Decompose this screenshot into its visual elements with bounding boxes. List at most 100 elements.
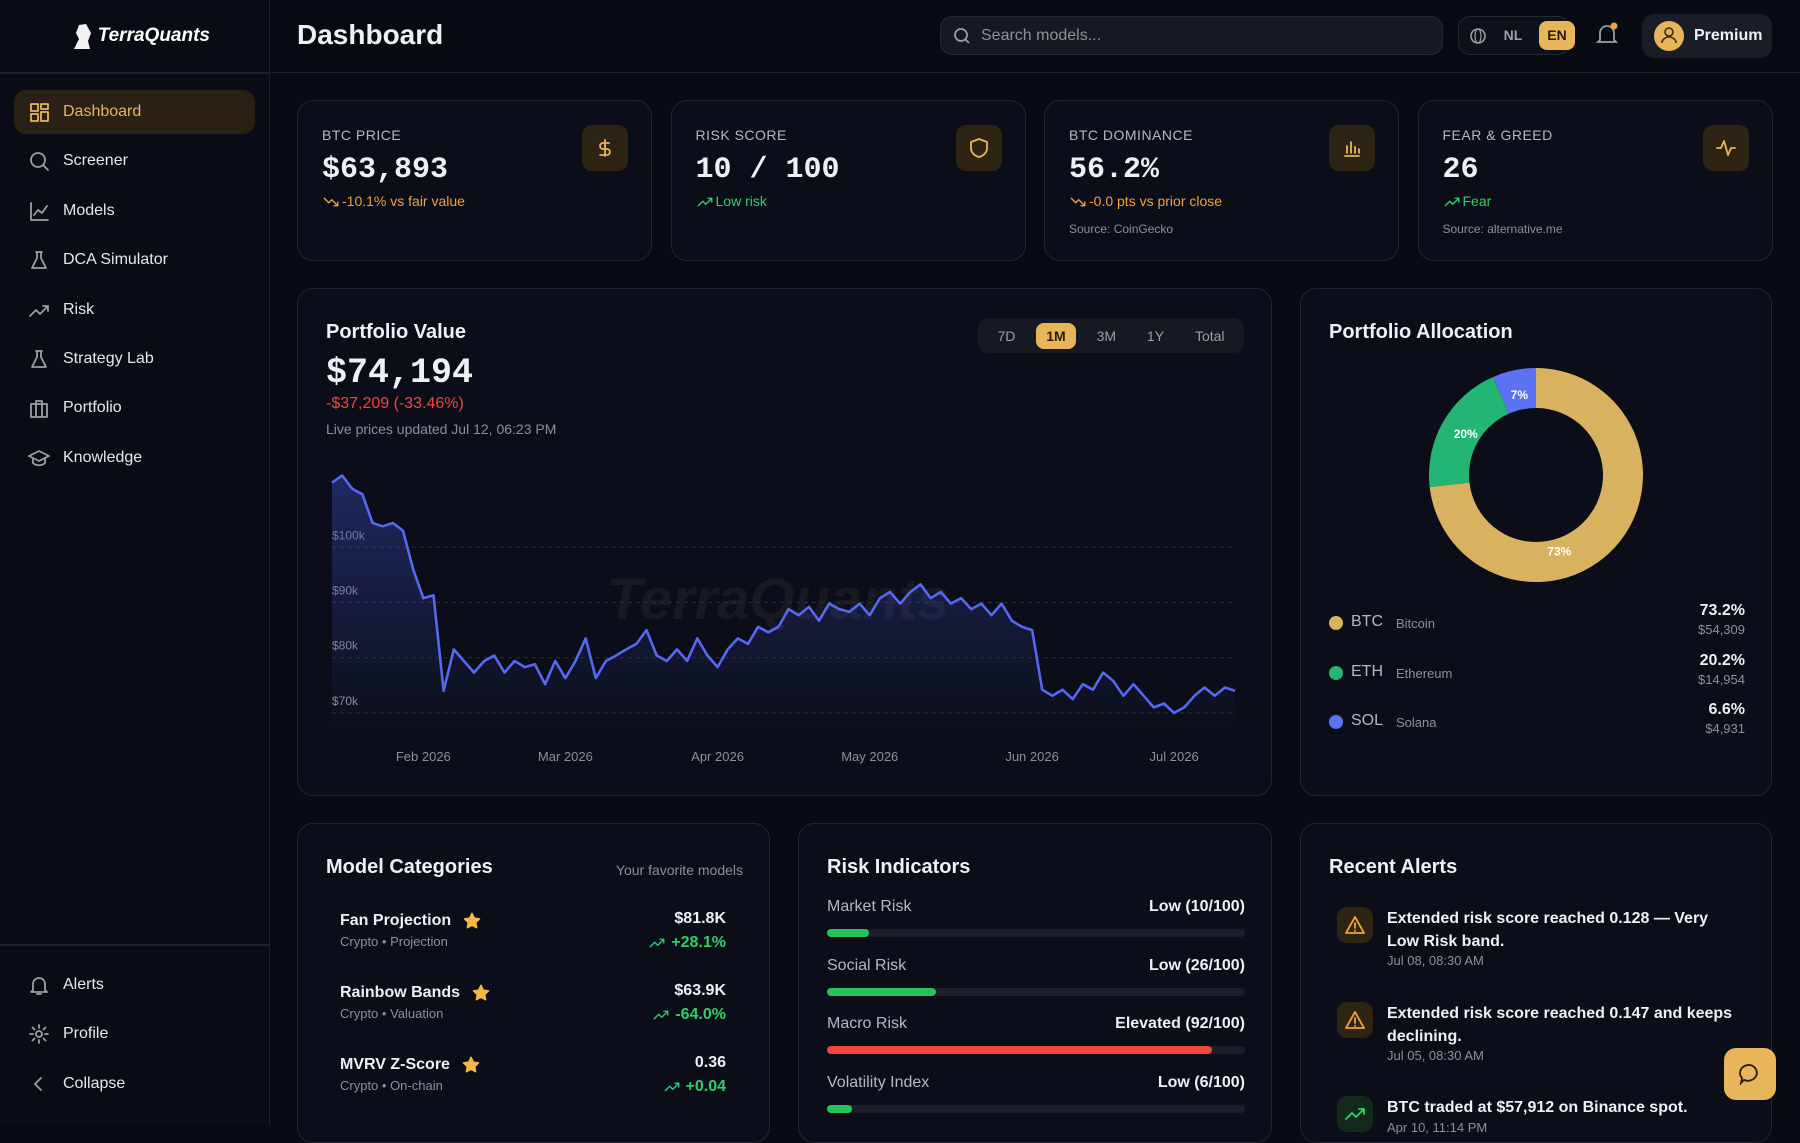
icon — [1344, 141, 1360, 157]
nav-icon — [30, 977, 48, 995]
icon-shape — [29, 304, 49, 317]
icon-shape — [30, 103, 49, 122]
legend-dot — [1329, 665, 1343, 680]
search-box[interactable]: Search models... — [940, 16, 1443, 55]
search-icon — [954, 28, 970, 44]
nav-icon — [30, 152, 49, 172]
range-button[interactable]: Total — [1194, 327, 1225, 344]
favorite-star — [472, 984, 490, 1001]
model-item[interactable]: Fan Projection Crypto • Projection $81.8K +… — [312, 898, 752, 958]
range-button[interactable]: 1Y — [1146, 327, 1165, 344]
allocation-donut: 73% 20% 7% — [1429, 368, 1643, 582]
nav-label: Screener — [63, 152, 128, 170]
nav-icon — [30, 400, 48, 419]
model-sub: Crypto • On-chain — [340, 1078, 443, 1093]
nav-label: Dashboard — [63, 103, 142, 120]
chat-icon — [1739, 1064, 1758, 1085]
risk-status: Low (6/100) — [1157, 1073, 1245, 1091]
legend-percent: 6.6% — [1708, 701, 1745, 718]
alert-time: Jul 05, 08:30 AM — [1387, 1047, 1484, 1063]
model-item[interactable]: MVRV Z-Score Crypto • On-chain 0.36 +0.04 — [312, 1042, 752, 1102]
model-value: $81.8K — [674, 910, 726, 927]
icon-shape — [664, 1082, 679, 1092]
nav-item[interactable]: Screener — [14, 139, 255, 183]
account-button[interactable]: Premium — [1642, 14, 1772, 58]
area — [332, 475, 1235, 735]
range-button[interactable]: 3M — [1096, 327, 1117, 344]
logo-icon — [74, 24, 91, 49]
risk-track — [827, 1104, 1245, 1113]
nav-item[interactable]: Models — [14, 189, 255, 233]
donut-slice — [1492, 368, 1536, 414]
legend-amount: $54,309 — [1698, 622, 1745, 637]
chat-button[interactable] — [1724, 1048, 1776, 1100]
alert-icon — [1337, 1096, 1373, 1132]
legend-name: Solana — [1396, 715, 1437, 730]
icon — [1345, 1108, 1365, 1120]
nav-item[interactable]: Risk — [14, 288, 255, 332]
icon-shape — [1444, 197, 1459, 207]
legend-name: Ethereum — [1396, 665, 1453, 681]
icon-shape — [462, 1056, 480, 1073]
range-button[interactable]: 7D — [997, 327, 1016, 344]
icon-shape — [1345, 1108, 1365, 1120]
risk-bar — [827, 1104, 853, 1113]
stat-value: $63,893 — [322, 153, 449, 187]
nav-item[interactable]: Collapse — [14, 1062, 255, 1106]
legend-symbol: SOL — [1351, 712, 1384, 729]
alert-icon — [1337, 907, 1373, 943]
nav-item[interactable]: DCA Simulator — [14, 238, 255, 282]
icon-shape — [28, 449, 50, 466]
stat-label: FEAR & GREED — [1442, 127, 1553, 143]
model-item[interactable]: Rainbow Bands Crypto • Valuation $63.9K -64… — [312, 970, 752, 1030]
search-placeholder: Search models... — [981, 27, 1102, 44]
stat-value: 26 — [1442, 153, 1479, 187]
updated-note: Live prices updated Jul 12, 06:23 PM — [326, 421, 557, 437]
stat-card: FEAR & GREED 26 Fear Source: alternative.me — [1417, 100, 1773, 261]
header-divider — [0, 72, 269, 74]
alert-time: Apr 10, 11:14 PM — [1387, 1120, 1488, 1135]
stat-value: 56.2% — [1069, 153, 1160, 187]
model-name: Rainbow Bands — [340, 984, 461, 1001]
nav-icon — [30, 103, 49, 122]
model-change-row: -64.0% — [650, 1005, 726, 1025]
icon-shape — [31, 251, 47, 270]
nav-item[interactable]: Dashboard — [14, 90, 255, 134]
nav-icon — [34, 1076, 42, 1091]
x-tick-label: May 2026 — [841, 749, 898, 764]
stat-value: 10 / 100 — [695, 153, 840, 187]
language-option[interactable]: EN — [1539, 21, 1575, 50]
risk-label: Macro Risk — [827, 1015, 908, 1032]
logo[interactable]: TerraQuants — [70, 20, 210, 52]
stat-icon — [582, 125, 628, 171]
nav-item[interactable]: Alerts — [14, 963, 255, 1007]
card-title: Recent Alerts — [1329, 856, 1458, 878]
notification-bell[interactable] — [1595, 22, 1619, 48]
nav-icon — [31, 350, 47, 368]
card-title: Portfolio Value — [326, 321, 467, 343]
header: Dashboard Search models... NL EN Premium — [270, 0, 1800, 73]
alert-icon — [1337, 1001, 1373, 1038]
x-tick-label: Apr 2026 — [691, 749, 744, 764]
portfolio-chart: TerraQuants $70k$80k$90k$100kFeb 2026Mar… — [331, 474, 1236, 764]
language-option[interactable]: NL — [1503, 27, 1523, 43]
stat-card: BTC PRICE $63,893 -10.1% vs fair value — [297, 100, 652, 261]
alert-item[interactable]: BTC traded at $57,912 on Binance spot. Ap… — [1301, 1092, 1771, 1142]
alert-item[interactable]: Extended risk score reached 0.147 and ke… — [1301, 998, 1771, 1088]
nav-item[interactable]: Strategy Lab — [14, 337, 255, 381]
nav-item[interactable]: Knowledge — [14, 436, 255, 480]
page-title: Dashboard — [297, 19, 444, 50]
nav-label: DCA Simulator — [63, 251, 168, 269]
nav-item[interactable]: Portfolio — [14, 386, 255, 430]
range-button[interactable]: 1M — [1036, 322, 1076, 349]
nav-icon — [31, 251, 47, 270]
icon-shape — [30, 201, 49, 221]
nav-label: Profile — [63, 1025, 109, 1043]
legend-percent: 20.2% — [1699, 651, 1745, 669]
nav-label: Knowledge — [63, 448, 143, 466]
alert-item[interactable]: Extended risk score reached 0.128 — Very… — [1301, 903, 1771, 993]
model-categories-card: Model Categories Your favorite models Fa… — [297, 823, 770, 1143]
risk-status: Low (10/100) — [1148, 898, 1245, 915]
nav-item[interactable]: Profile — [14, 1012, 255, 1056]
nav-label: Models — [63, 201, 115, 219]
